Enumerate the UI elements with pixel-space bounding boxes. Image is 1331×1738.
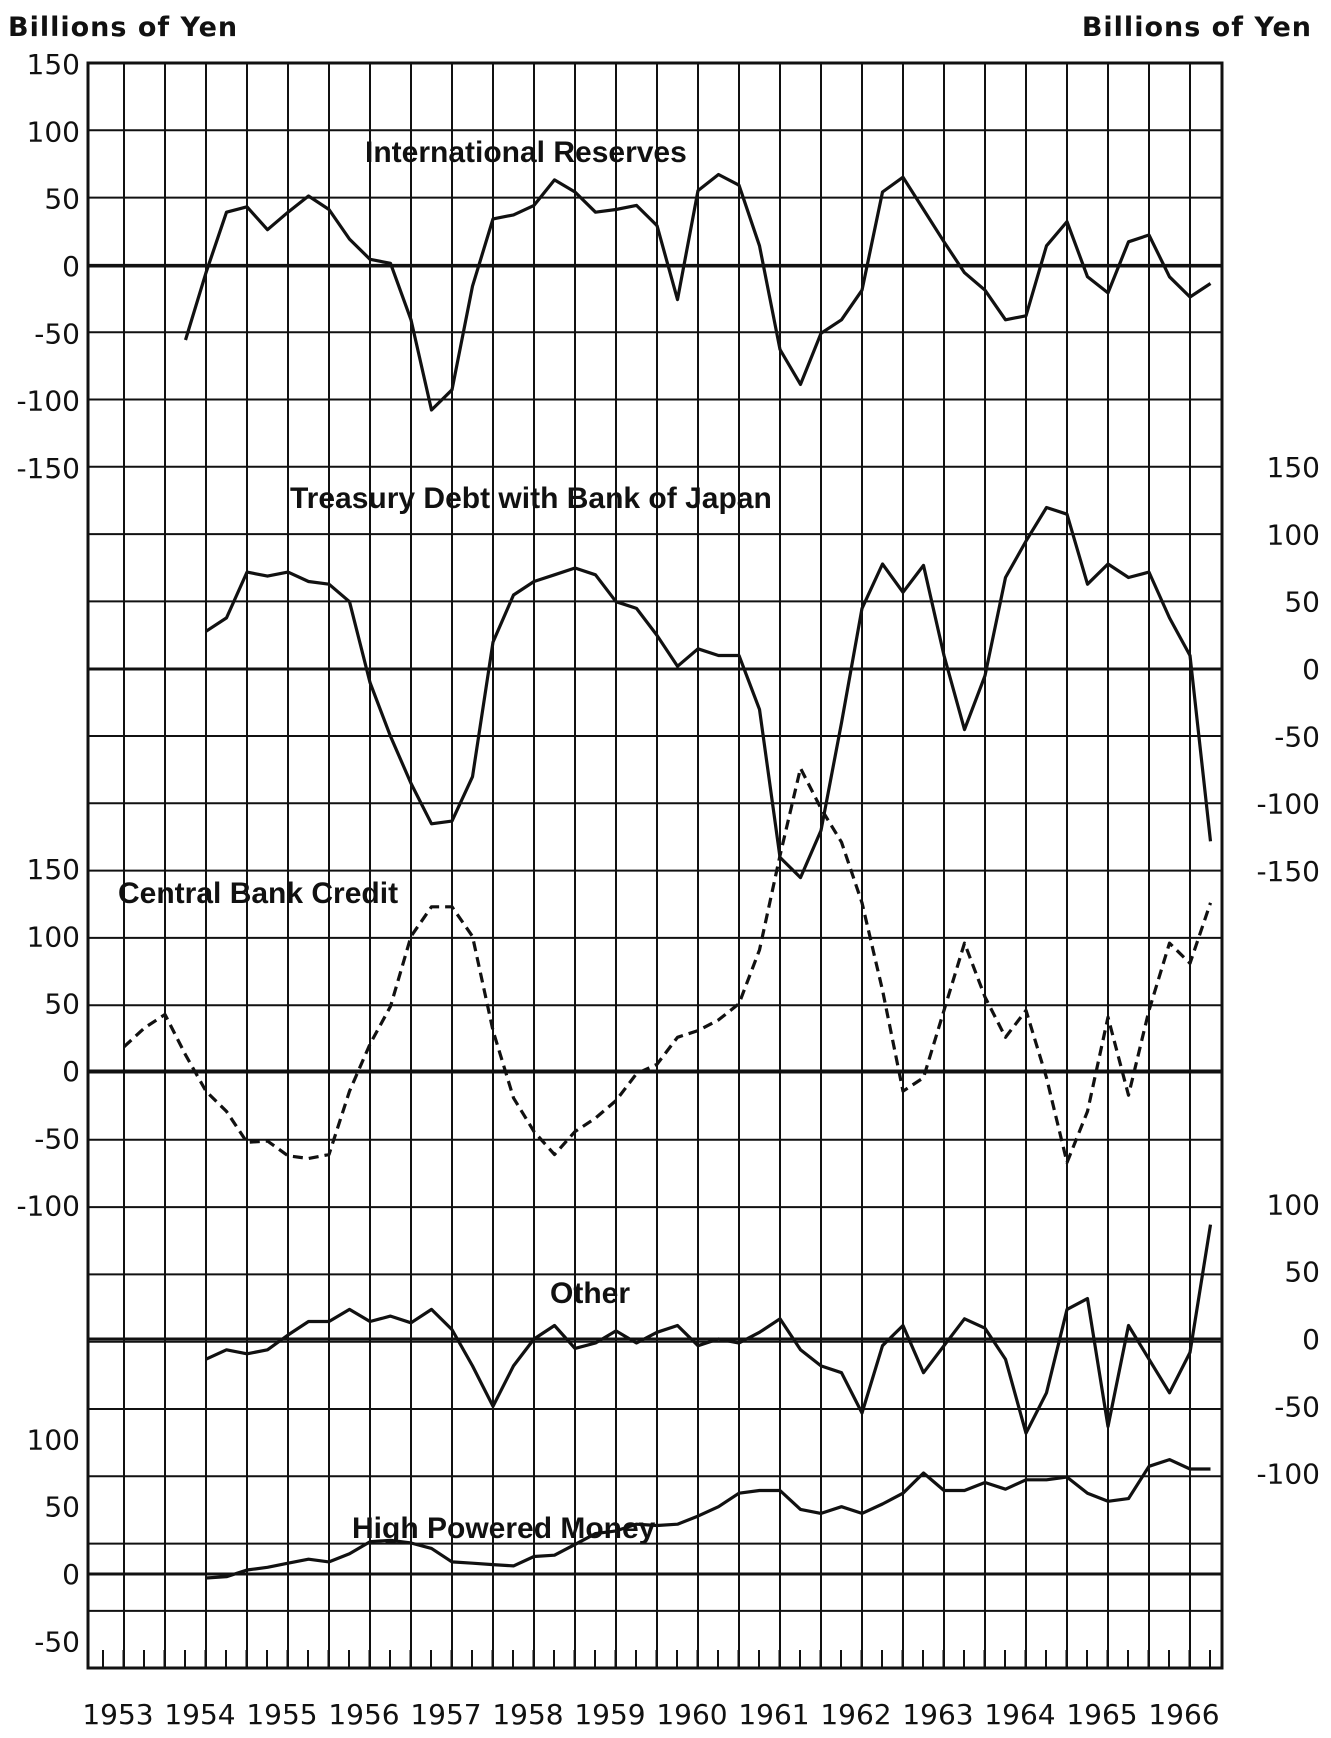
y-tick-label: -50 [1274,1390,1320,1423]
y-tick-label: 150 [27,48,80,81]
y-tick-label: -50 [34,317,80,350]
grid [86,61,1224,1670]
x-tick-label: 1962 [820,1698,891,1731]
series-line [183,172,1212,412]
y-tick-label: -100 [16,385,80,418]
x-tick-label: 1954 [164,1698,235,1731]
x-tick-label: 1956 [328,1698,399,1731]
x-tick-label: 1957 [410,1698,481,1731]
y-tick-label: -100 [16,1190,80,1223]
x-tick-label: 1960 [656,1698,727,1731]
y-tick-label: -100 [1256,788,1320,821]
y-tick-label: 100 [27,920,80,953]
panel-other: 100 50 0 -50 -100 Other [88,1188,1320,1491]
y-tick-label: -100 [1256,1458,1320,1491]
x-tick-label: 1955 [246,1698,317,1731]
panel-title: Treasury Debt with Bank of Japan [290,482,772,515]
y-tick-label: -150 [1256,855,1320,888]
x-tick-label: 1963 [902,1698,973,1731]
y-tick-label: -50 [34,1625,80,1658]
panel-title: Other [550,1277,630,1310]
x-tick-label: 1965 [1066,1698,1137,1731]
series-line [205,1224,1213,1435]
x-tick-label: 1966 [1148,1698,1219,1731]
y-tick-label: 100 [27,1423,80,1456]
y-tick-label: -150 [16,452,80,485]
y-tick-label: 50 [44,988,80,1021]
y-tick-label: 100 [27,115,80,148]
right-axis-unit-label: Billions of Yen [1082,12,1312,43]
y-tick-label: -50 [34,1122,80,1155]
x-axis-year-labels: 1953 1954 1955 1956 1957 1958 1959 1960 1961 1962… [82,1698,1219,1731]
y-tick-label: 100 [1267,518,1320,551]
y-tick-label: 50 [44,1491,80,1524]
series-line [122,766,1213,1165]
y-tick-label: 150 [27,853,80,886]
series-line [205,505,1213,880]
panel-title: International Reserves [365,136,687,169]
x-tick-label: 1958 [492,1698,563,1731]
panel-central-bank-credit: 150 100 50 0 -50 -100 Central Bank Credit [16,766,1222,1223]
x-tick-label: 1961 [738,1698,809,1731]
y-tick-label: 0 [1302,1323,1320,1356]
series-line [205,1458,1211,1580]
y-tick-label: -50 [1274,720,1320,753]
panel-high-powered-money: 100 50 0 -50 High Powered Money [27,1423,1222,1658]
left-axis-unit-label: Billions of Yen [8,12,238,43]
y-tick-label: 0 [62,1558,80,1591]
panels: 150 100 50 0 -50 -100 -150 International Reserv… [16,48,1320,1658]
x-tick-label: 1964 [984,1698,1055,1731]
y-tick-label: 50 [1284,586,1320,619]
plot-frame [86,61,1224,1670]
y-tick-label: 50 [1284,1256,1320,1289]
y-tick-label: 50 [44,183,80,216]
x-tick-label: 1959 [574,1698,645,1731]
panel-title: High Powered Money [352,1512,656,1545]
panel-title: Central Bank Credit [118,877,398,910]
panel-international-reserves: 150 100 50 0 -50 -100 -150 International Reserv… [16,48,1222,485]
y-tick-label: 100 [1267,1188,1320,1221]
x-tick-label: 1953 [82,1698,153,1731]
y-tick-label: 0 [1302,653,1320,686]
y-tick-label: 150 [1267,451,1320,484]
y-tick-label: 0 [62,250,80,283]
panel-treasury-debt-with-bank-of-japan: 150 100 50 0 -50 -100 -150 Treasury Debt with B… [88,451,1320,888]
y-tick-label: 0 [62,1055,80,1088]
